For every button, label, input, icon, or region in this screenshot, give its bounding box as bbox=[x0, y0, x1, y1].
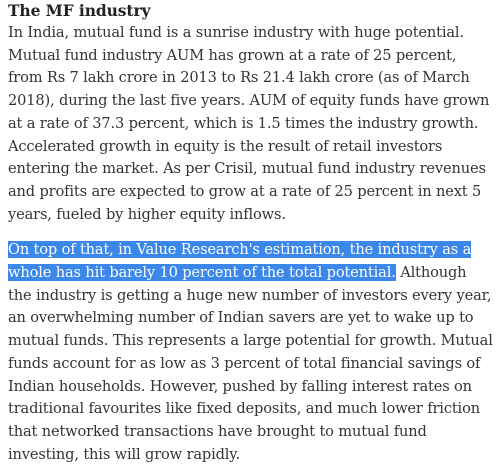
paragraph-1[interactable]: In India, mutual fund is a sunrise indus… bbox=[8, 24, 490, 223]
article-body: The MF industry In India, mutual fund is… bbox=[8, 0, 494, 466]
paragraph-2-rest[interactable]: Although the industry is getting a huge … bbox=[8, 264, 493, 463]
section-heading: The MF industry bbox=[8, 1, 151, 20]
paragraph-2[interactable]: On top of that, in Value Research's esti… bbox=[8, 239, 494, 466]
